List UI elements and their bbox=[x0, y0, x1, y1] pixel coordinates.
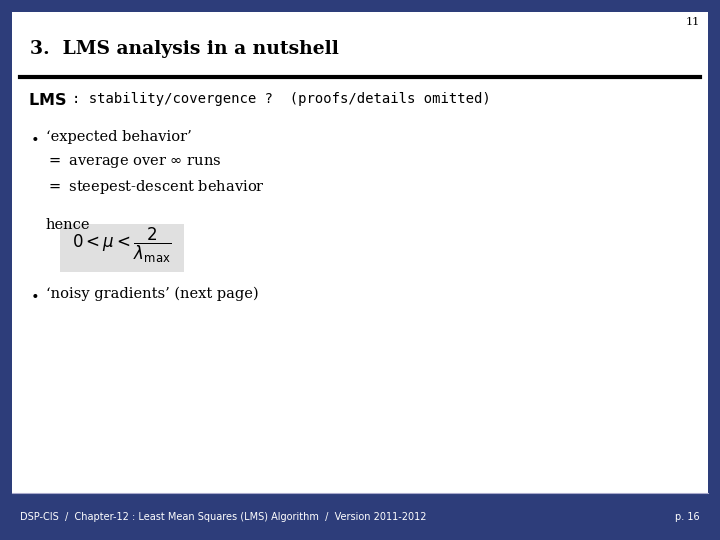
FancyBboxPatch shape bbox=[60, 224, 184, 272]
FancyBboxPatch shape bbox=[0, 0, 720, 12]
Text: hence: hence bbox=[46, 218, 91, 232]
Text: ‘noisy gradients’ (next page): ‘noisy gradients’ (next page) bbox=[46, 287, 258, 301]
Text: DSP-CIS  /  Chapter-12 : Least Mean Squares (LMS) Algorithm  /  Version 2011-201: DSP-CIS / Chapter-12 : Least Mean Square… bbox=[20, 512, 426, 522]
Text: $=$ average over $\infty$ runs: $=$ average over $\infty$ runs bbox=[46, 155, 222, 170]
Text: $=$ steepest-descent behavior: $=$ steepest-descent behavior bbox=[46, 178, 265, 196]
FancyBboxPatch shape bbox=[12, 12, 708, 494]
Text: p. 16: p. 16 bbox=[675, 512, 700, 522]
Text: $\bullet$: $\bullet$ bbox=[30, 130, 38, 144]
Text: $\mathbf{LMS}$: $\mathbf{LMS}$ bbox=[28, 92, 66, 108]
FancyBboxPatch shape bbox=[0, 0, 12, 540]
Text: $0 < \mu < \dfrac{2}{\lambda_{\mathrm{max}}}$: $0 < \mu < \dfrac{2}{\lambda_{\mathrm{ma… bbox=[72, 225, 172, 265]
FancyBboxPatch shape bbox=[708, 0, 720, 540]
Text: : stability/covergence ?  (proofs/details omitted): : stability/covergence ? (proofs/details… bbox=[72, 92, 491, 106]
Text: ‘expected behavior’: ‘expected behavior’ bbox=[46, 130, 192, 144]
FancyBboxPatch shape bbox=[0, 494, 720, 540]
Text: 11: 11 bbox=[685, 17, 700, 27]
Text: $\bullet$: $\bullet$ bbox=[30, 287, 38, 301]
Text: 3.  LMS analysis in a nutshell: 3. LMS analysis in a nutshell bbox=[30, 40, 339, 58]
